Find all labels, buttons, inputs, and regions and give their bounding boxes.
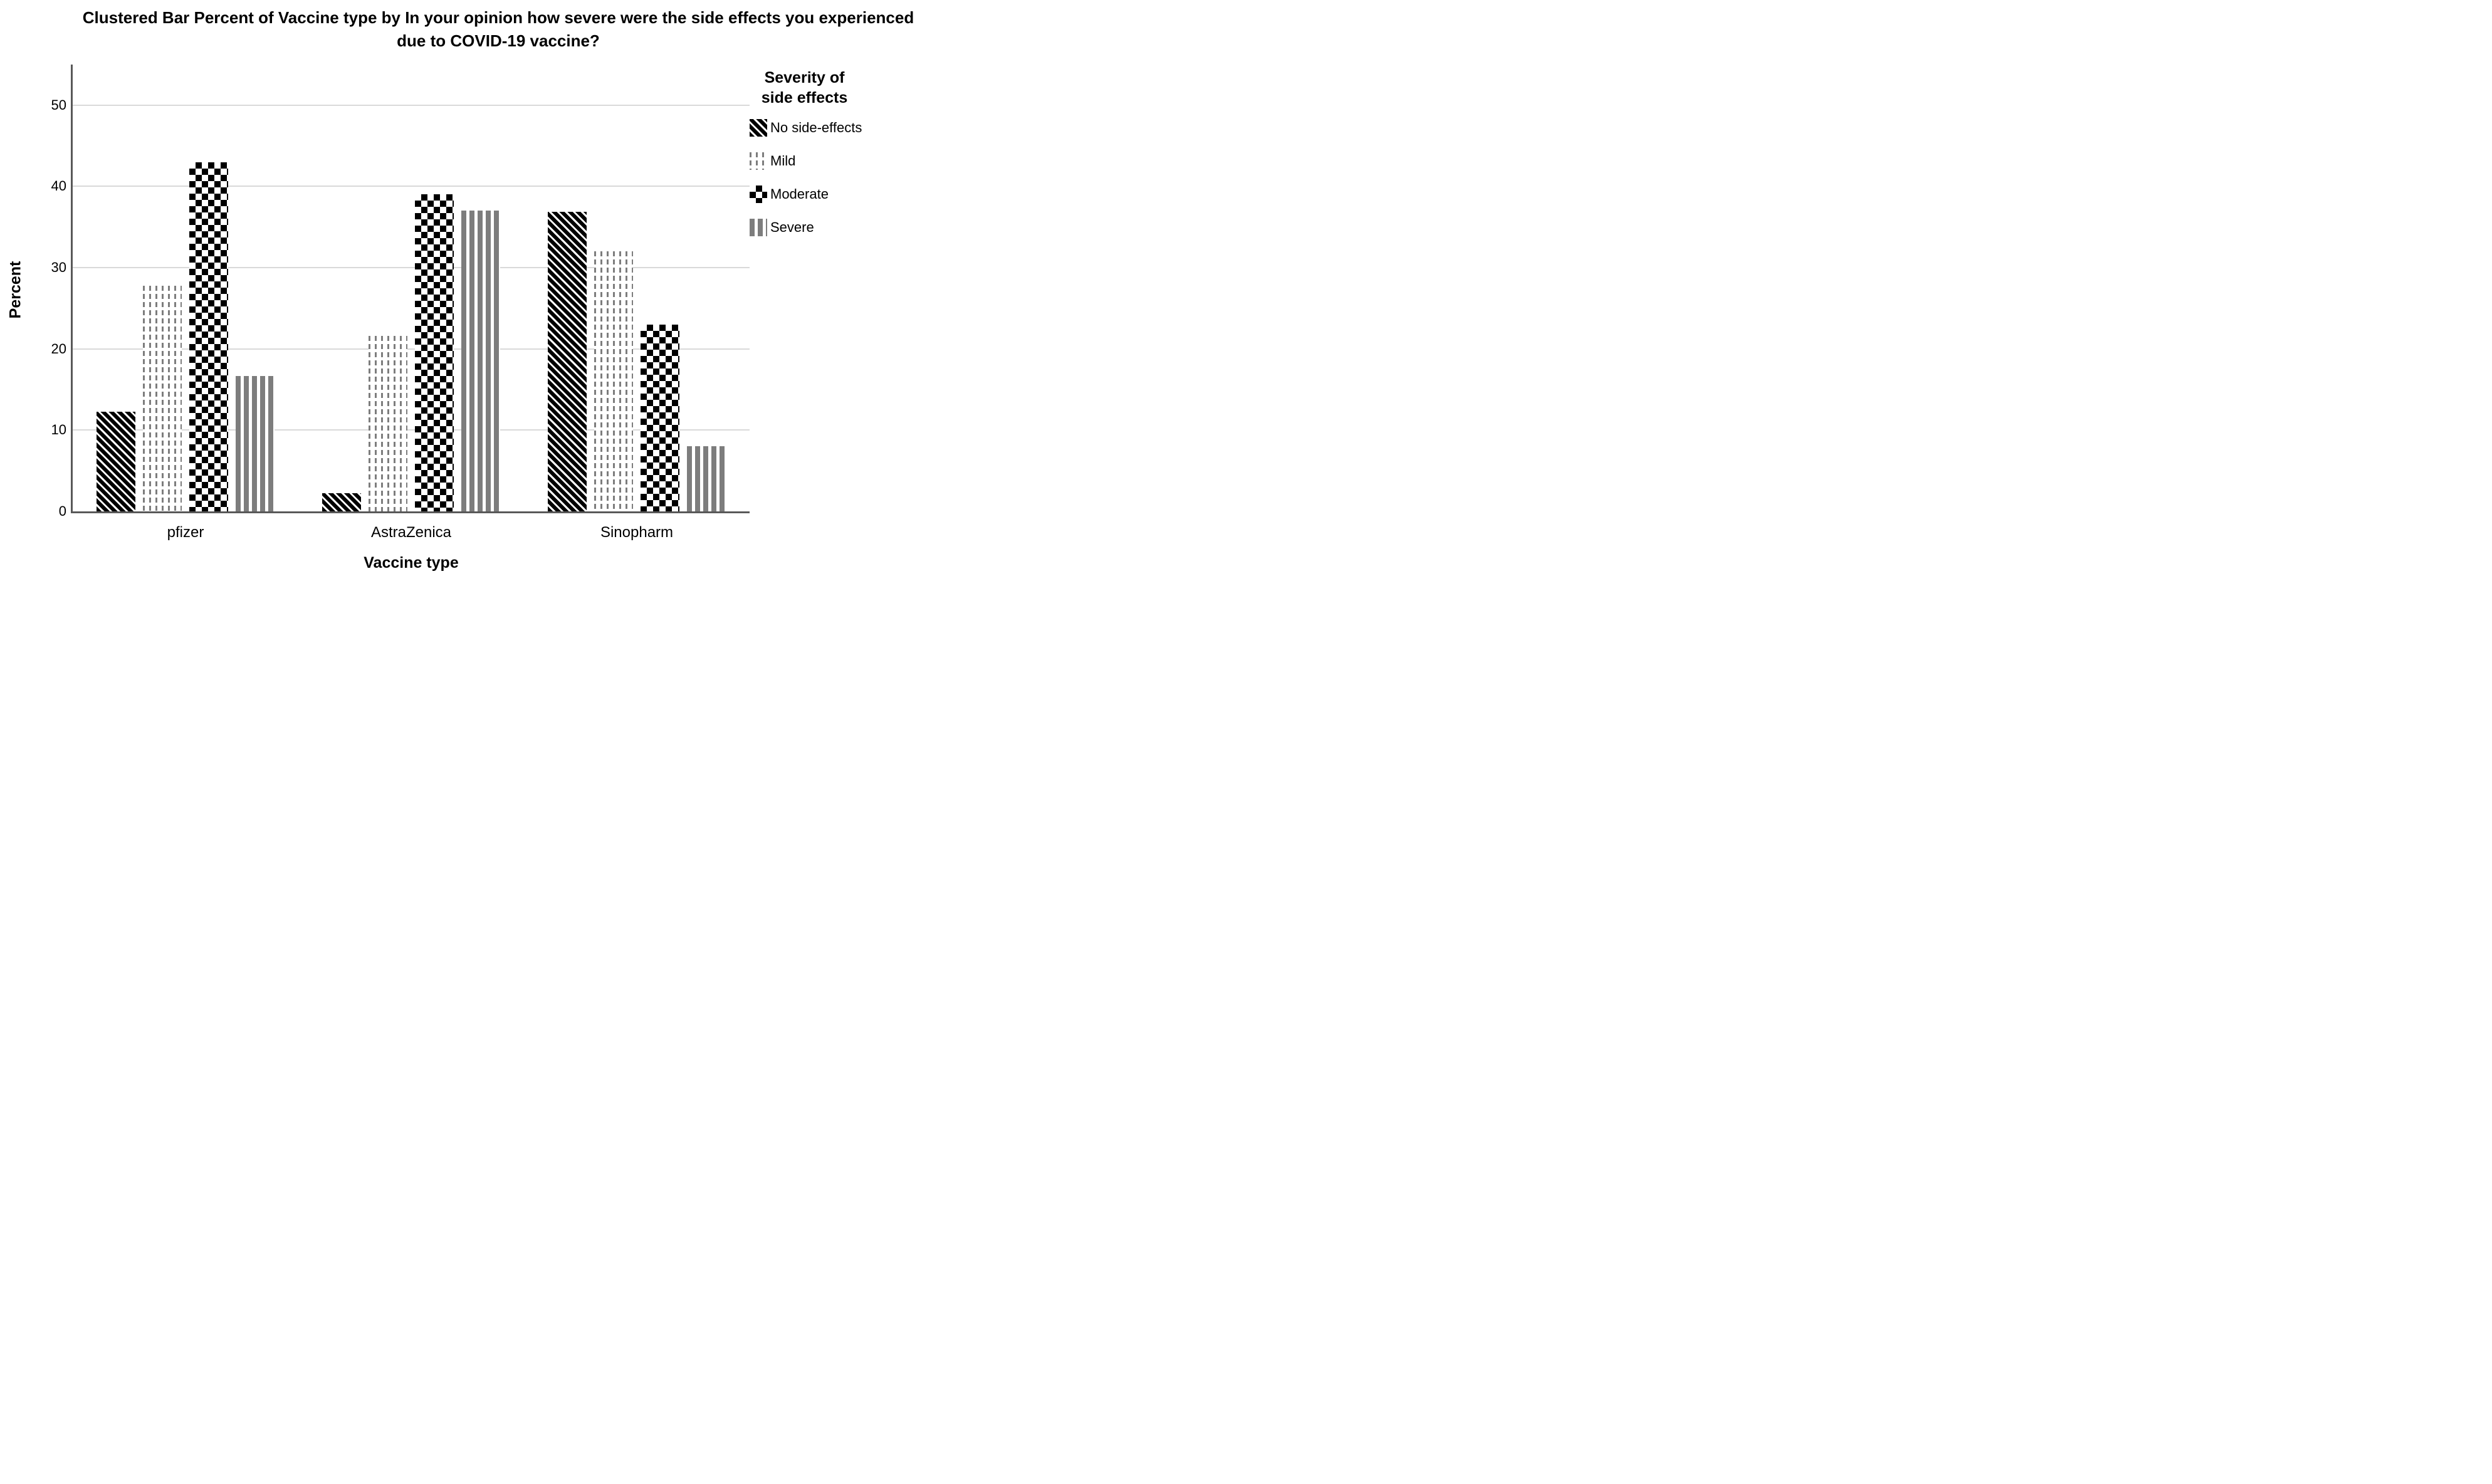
y-tick-label-40: 40 xyxy=(51,178,66,194)
chart-title: Clustered Bar Percent of Vaccine type by… xyxy=(0,6,997,53)
legend-item-severe: Severe xyxy=(750,219,963,236)
gridline-30 xyxy=(73,267,750,269)
x-axis-title: Vaccine type xyxy=(364,554,459,572)
gridline-40 xyxy=(73,186,750,187)
x-axis-line xyxy=(71,511,750,513)
bar-sinopharm-moderate xyxy=(641,325,679,511)
y-tick-label-30: 30 xyxy=(51,259,66,276)
legend-label: No side-effects xyxy=(770,120,862,135)
bar-sinopharm-mild xyxy=(594,251,633,511)
y-axis-title: Percent xyxy=(6,261,24,319)
legend-item-moderate: Moderate xyxy=(750,186,963,203)
plot-area xyxy=(73,65,750,511)
x-tick-label-pfizer: pfizer xyxy=(167,524,204,541)
y-tick-label-20: 20 xyxy=(51,340,66,357)
bar-sinopharm-no-side-effects xyxy=(548,212,587,511)
clustered-bar-chart-figure: Clustered Bar Percent of Vaccine type by… xyxy=(0,0,997,593)
legend-swatch-checkerboard xyxy=(750,186,767,203)
legend-swatch-vertical-stripes xyxy=(750,219,767,236)
legend-item-mild: Mild xyxy=(750,152,963,170)
legend-label: Severe xyxy=(770,219,814,235)
bar-pfizer-severe xyxy=(236,376,275,511)
gridline-50 xyxy=(73,104,750,106)
gridline-10 xyxy=(73,429,750,431)
y-tick-label-0: 0 xyxy=(58,503,66,519)
legend-title: Severity of side effects xyxy=(761,69,848,107)
legend-label: Moderate xyxy=(770,186,829,202)
y-axis-line xyxy=(71,65,73,513)
x-tick-label-astrazenica: AstraZenica xyxy=(370,524,452,541)
y-tick-label-50: 50 xyxy=(51,97,66,113)
legend-swatch-diagonal-stripes xyxy=(750,119,767,137)
chart-title-line1: Clustered Bar Percent of Vaccine type by… xyxy=(82,8,914,27)
legend: Severity of side effects No side-effects… xyxy=(750,68,963,252)
y-tick-label-10: 10 xyxy=(51,422,66,438)
x-tick-label-sinopharm: Sinopharm xyxy=(600,524,674,541)
gridline-20 xyxy=(73,348,750,350)
bar-astrazenica-no-side-effects xyxy=(322,493,361,511)
bar-sinopharm-severe xyxy=(687,446,726,511)
legend-item-no-side-effects: No side-effects xyxy=(750,119,963,137)
bar-pfizer-mild xyxy=(143,286,182,511)
bar-astrazenica-severe xyxy=(461,211,500,511)
bar-pfizer-no-side-effects xyxy=(97,412,135,511)
bar-astrazenica-moderate xyxy=(415,194,454,511)
legend-label: Mild xyxy=(770,153,796,169)
chart-title-line2: due to COVID-19 vaccine? xyxy=(397,31,600,50)
bar-astrazenica-mild xyxy=(369,336,407,511)
bar-pfizer-moderate xyxy=(189,162,228,511)
legend-items: No side-effects Mild Moderate Severe xyxy=(750,119,963,236)
legend-swatch-dashed-vertical xyxy=(750,152,767,170)
